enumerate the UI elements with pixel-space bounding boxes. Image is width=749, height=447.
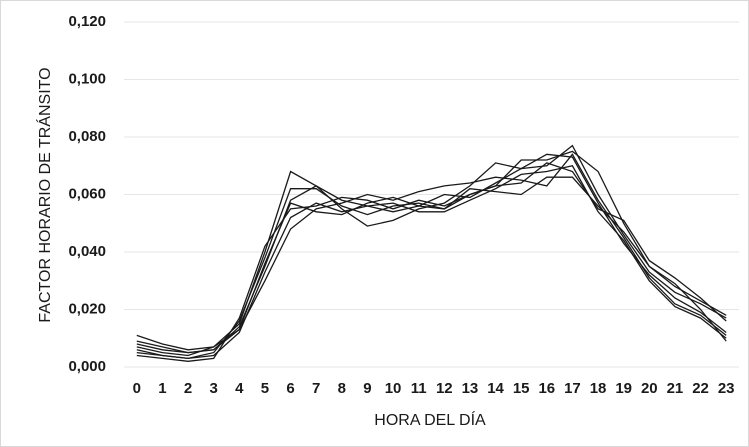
x-tick-label: 13	[462, 380, 479, 397]
y-tick-label: 0,000	[68, 358, 106, 375]
y-axis-title: FACTOR HORARIO DE TRÁNSITO	[35, 67, 54, 322]
x-tick-label: 18	[590, 380, 607, 397]
x-tick-label: 2	[184, 380, 192, 397]
y-tick-label: 0,040	[68, 243, 106, 260]
series-line	[136, 165, 727, 360]
x-tick-label: 12	[436, 380, 453, 397]
series-line	[136, 150, 727, 354]
y-tick-label: 0,080	[68, 128, 106, 145]
y-tick-label: 0,060	[68, 185, 106, 202]
x-tick-label: 20	[641, 380, 658, 397]
x-tick-label: 14	[487, 380, 504, 397]
x-tick-label: 5	[261, 380, 269, 397]
y-tick-label: 0,020	[68, 300, 106, 317]
x-tick-label: 0	[133, 380, 141, 397]
x-axis-title: HORA DEL DÍA	[374, 410, 486, 429]
x-tick-label: 22	[692, 380, 709, 397]
series-line	[136, 176, 727, 360]
x-tick-label: 4	[235, 380, 244, 397]
x-tick-label: 21	[667, 380, 684, 397]
x-tick-label: 9	[363, 380, 371, 397]
x-tick-label: 7	[312, 380, 320, 397]
x-tick-label: 1	[158, 380, 166, 397]
x-tick-label: 19	[615, 380, 632, 397]
y-tick-label: 0,100	[68, 70, 106, 87]
x-tick-label: 16	[538, 380, 555, 397]
x-tick-label: 15	[513, 380, 530, 397]
x-tick-label: 11	[411, 380, 427, 397]
x-tick-label: 6	[286, 380, 294, 397]
series-line	[136, 162, 727, 362]
x-tick-label: 10	[385, 380, 402, 397]
y-tick-label: 0,120	[68, 13, 106, 30]
x-tick-label: 8	[338, 380, 346, 397]
x-tick-label: 17	[564, 380, 581, 397]
x-tick-label: 23	[718, 380, 735, 397]
x-tick-label: 3	[210, 380, 218, 397]
series-line	[136, 153, 727, 354]
